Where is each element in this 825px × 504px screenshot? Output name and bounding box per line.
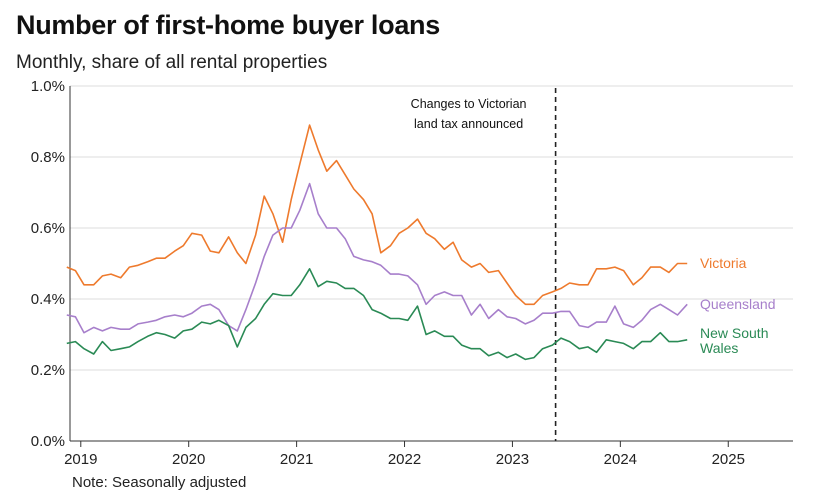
y-tick-label: 0.0% — [31, 433, 65, 450]
x-axis: 2019 2020 2021 2022 2023 2024 2025 — [64, 441, 745, 468]
series-line-victoria — [66, 124, 688, 306]
x-tick-label: 2019 — [64, 451, 97, 468]
x-tick-label: 2023 — [496, 451, 529, 468]
x-tick-label: 2022 — [388, 451, 421, 468]
series-label: Victoria — [700, 255, 747, 271]
x-tick-label: 2024 — [604, 451, 637, 468]
y-axis: 0.0% 0.2% 0.4% 0.6% 0.8% 1.0% — [31, 78, 65, 450]
series-line-queensland — [66, 182, 688, 334]
annotation-text: Changes to Victorian — [411, 97, 527, 111]
y-tick-label: 0.6% — [31, 220, 65, 237]
chart-subtitle: Monthly, share of all rental properties — [16, 52, 328, 73]
y-tick-label: 0.8% — [31, 149, 65, 166]
annotation: Changes to Victorian land tax announced — [411, 88, 557, 441]
series-label: Wales — [700, 340, 738, 356]
series-lines — [66, 124, 688, 361]
series-label: New South — [700, 325, 768, 341]
chart-note: Note: Seasonally adjusted — [72, 474, 247, 491]
annotation-text: land tax announced — [414, 117, 523, 131]
y-tick-label: 0.4% — [31, 291, 65, 308]
y-tick-label: 1.0% — [31, 78, 65, 95]
series-line-new-south-wales — [66, 267, 688, 361]
series-label: Queensland — [700, 296, 776, 312]
chart-title: Number of first-home buyer loans — [16, 10, 440, 40]
x-tick-label: 2025 — [712, 451, 745, 468]
x-tick-label: 2020 — [172, 451, 205, 468]
y-tick-label: 0.2% — [31, 362, 65, 379]
x-tick-label: 2021 — [280, 451, 313, 468]
